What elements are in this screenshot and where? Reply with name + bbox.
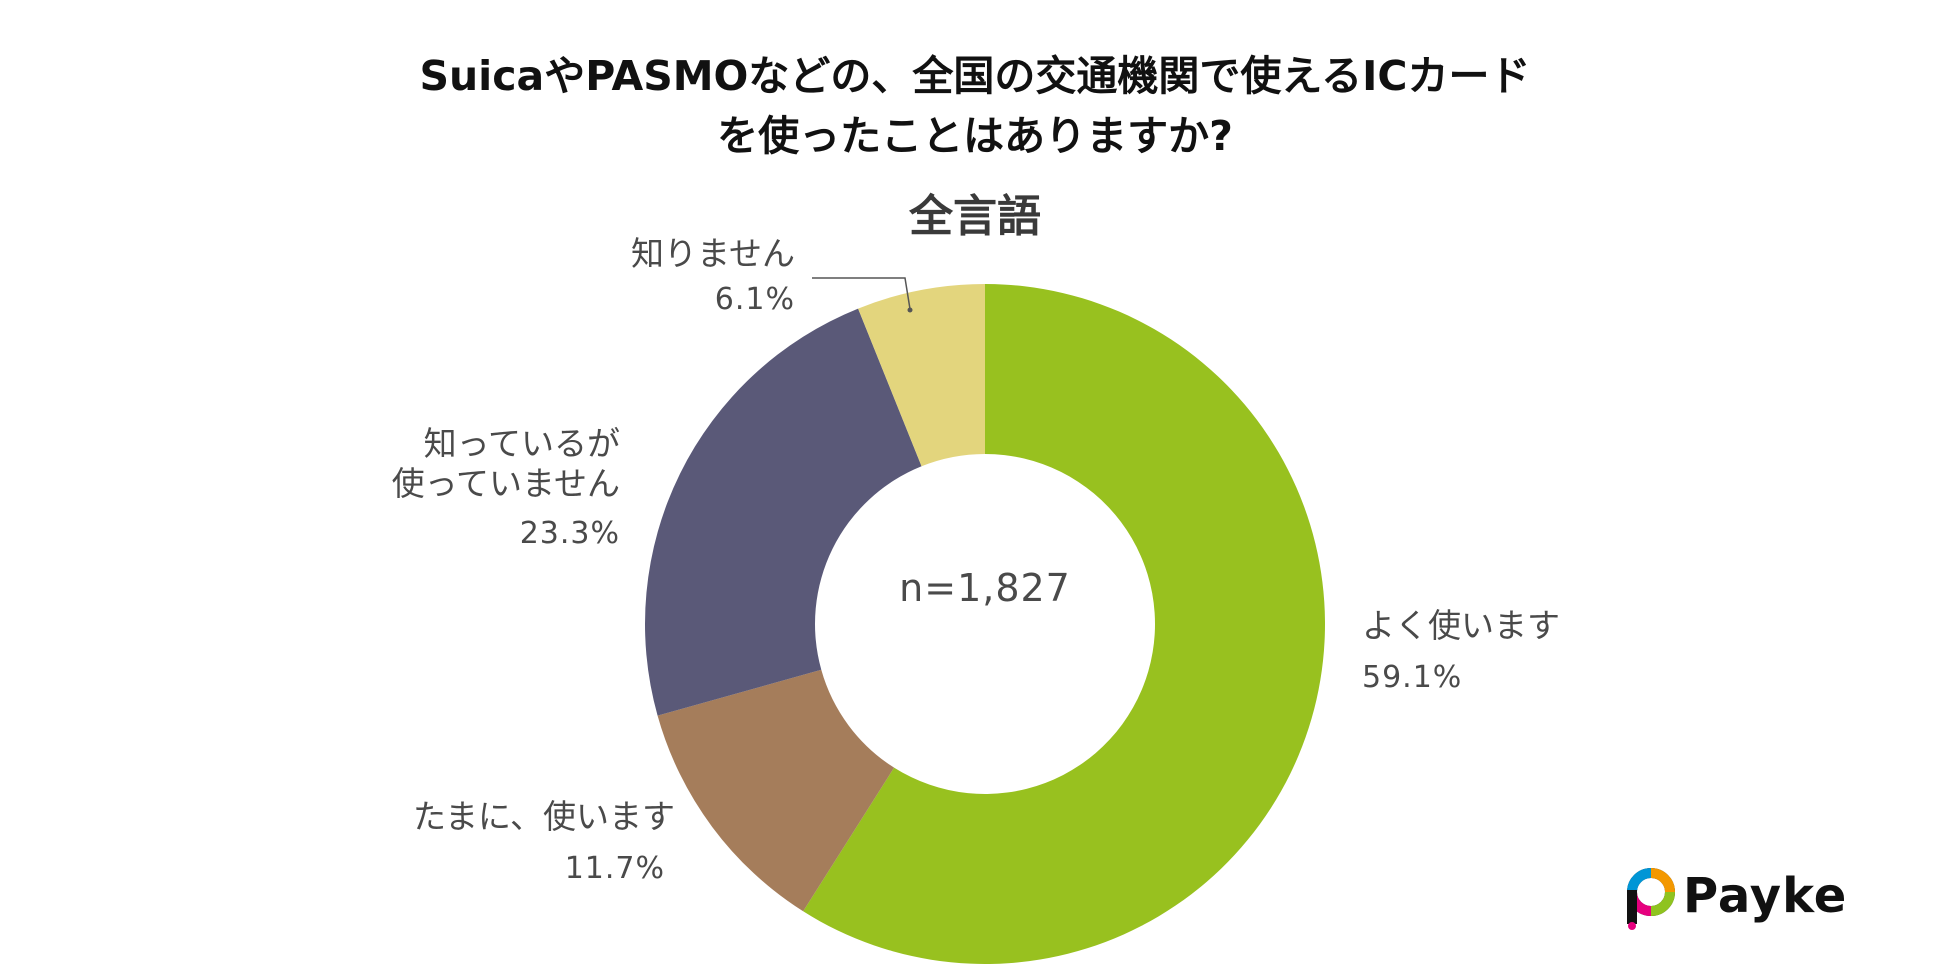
payke-logo: Payke: [1625, 868, 1865, 938]
slice-label-often-value: 59.1%: [1362, 660, 1463, 695]
slice-dont-know: [858, 284, 985, 467]
slice-label-sometimes-name: たまに、使います: [412, 797, 675, 836]
slice-sometimes: [657, 669, 895, 912]
payke-logo-mark-icon: [1627, 868, 1675, 930]
chart-subtitle: 全言語: [909, 191, 1041, 242]
chart-title-line1: SuicaやPASMOなどの、全国の交通機関で使えるICカード: [419, 52, 1531, 100]
slice-label-dont-know: 知りません 6.1%: [570, 234, 795, 320]
slice-often: [803, 284, 1325, 964]
slice-know-not-use: [645, 308, 922, 716]
slice-label-sometimes: たまに、使います 11.7%: [380, 797, 675, 889]
slice-label-know-not-use: 知っているが 使っていません 23.3%: [350, 424, 620, 554]
slice-label-dont-know-name: 知りません: [630, 234, 795, 273]
slice-label-know-not-use-value: 23.3%: [519, 516, 620, 551]
slice-label-often: よく使います 59.1%: [1362, 606, 1560, 698]
leader-line: [812, 277, 911, 310]
leader-line-dot: [907, 307, 913, 313]
slice-label-often-name: よく使います: [1362, 606, 1560, 645]
sample-size-label: n=1,827: [899, 566, 1071, 610]
slice-label-know-not-use-line2: 使っていません: [391, 464, 620, 503]
slice-label-know-not-use-line1: 知っているが: [423, 424, 620, 463]
chart-title-line2: を使ったことはありますか?: [717, 112, 1233, 160]
slice-label-sometimes-value: 11.7%: [564, 851, 665, 886]
payke-logo-text: Payke: [1683, 868, 1848, 924]
slice-label-dont-know-value: 6.1%: [714, 282, 795, 317]
